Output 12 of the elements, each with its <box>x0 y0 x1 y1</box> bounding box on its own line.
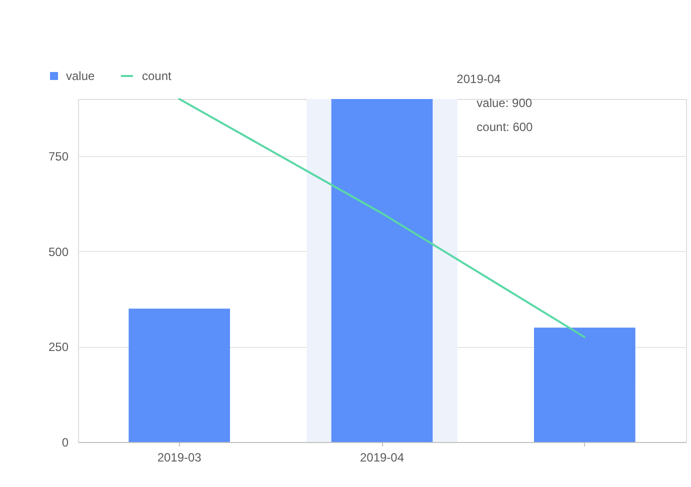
annotation: count: 600 <box>476 120 534 134</box>
legend-label: value <box>66 69 96 83</box>
y-tick-label: 0 <box>62 436 69 450</box>
y-tick-label: 500 <box>48 244 69 259</box>
bar <box>534 328 636 442</box>
text: 2019-04 <box>456 72 502 86</box>
y-tick-label: 250 <box>48 340 69 354</box>
bar <box>128 308 230 442</box>
annotation: value: 900 <box>476 96 532 110</box>
x-tick-label: 2019-03 <box>157 450 202 464</box>
legend-label: count <box>142 69 172 83</box>
y-tick-label: 750 <box>48 150 69 164</box>
